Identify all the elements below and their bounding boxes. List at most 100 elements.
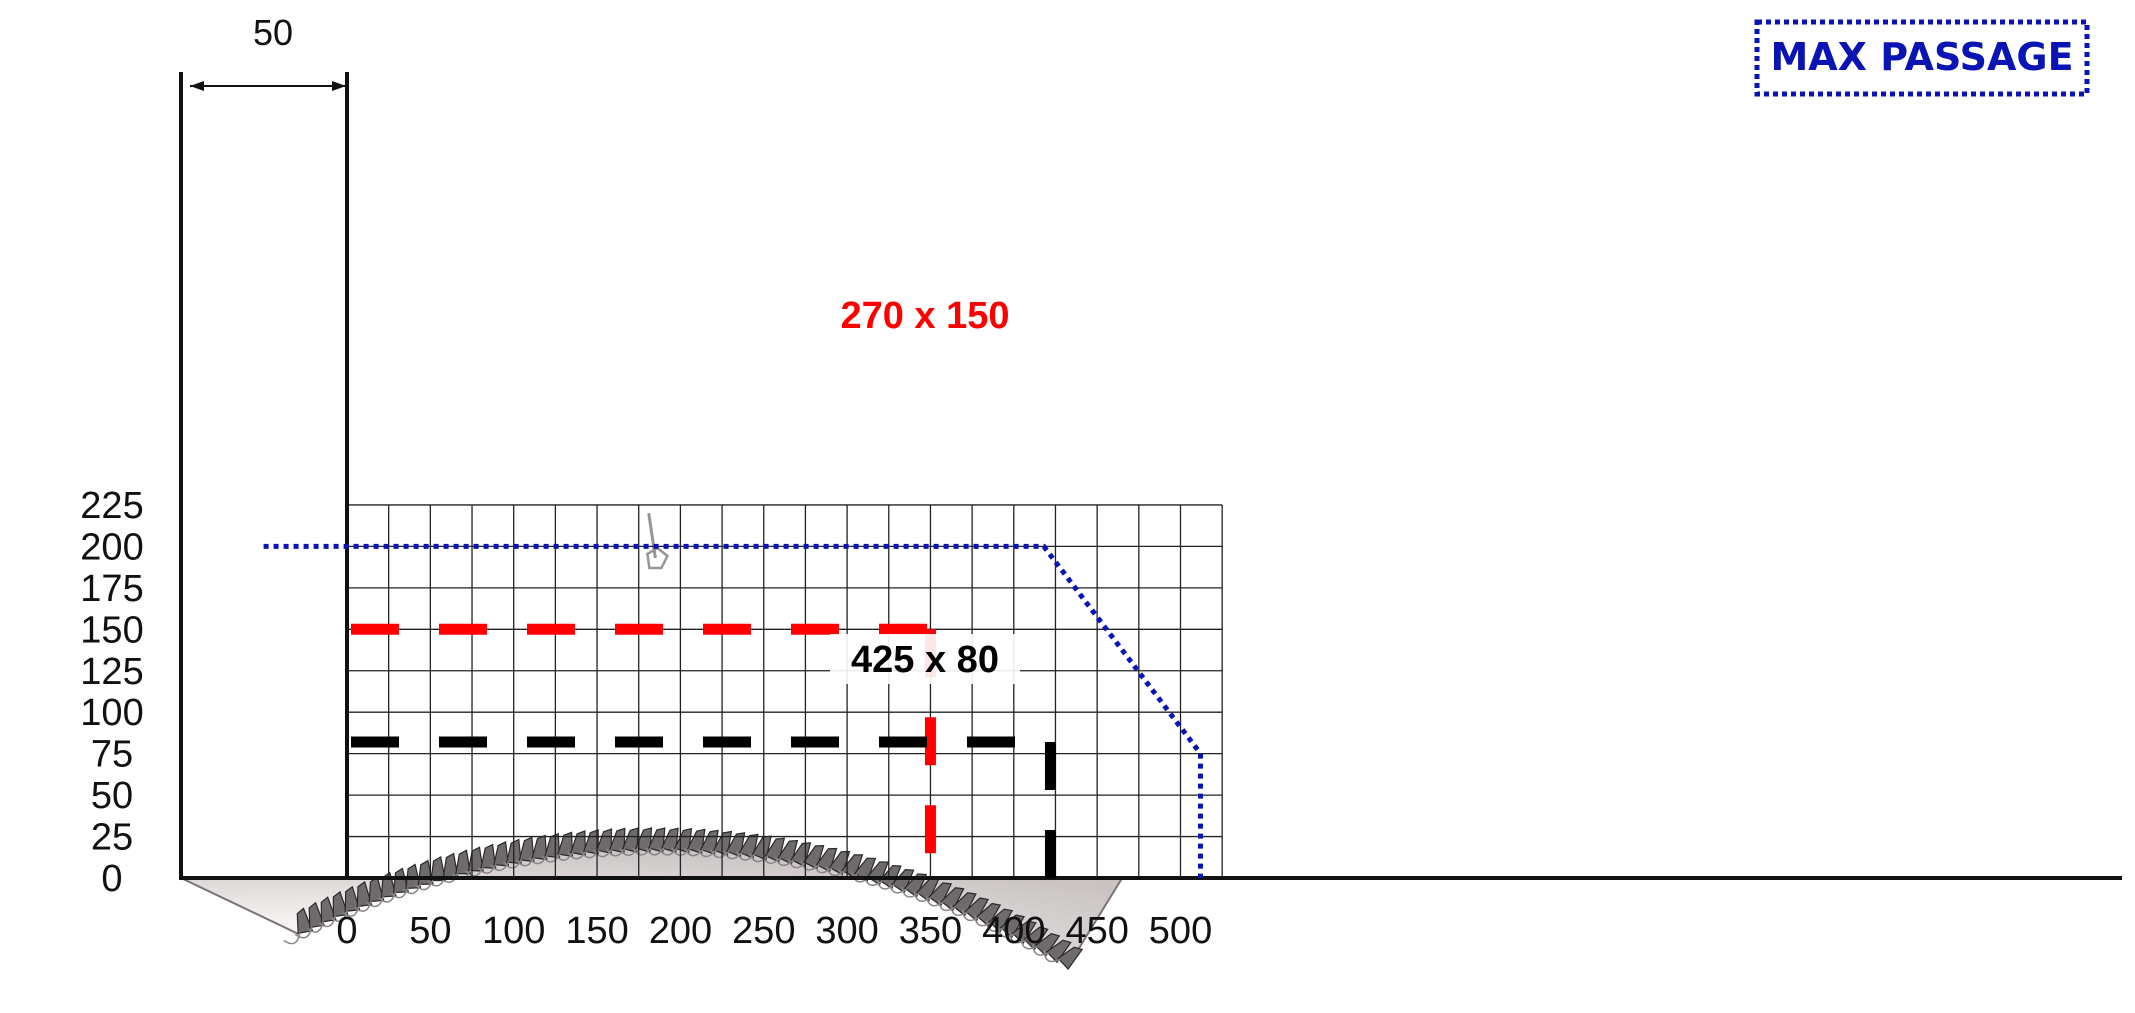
x-tick-label: 300 [815, 910, 878, 952]
saw-gullet [390, 887, 409, 899]
saw-tooth [828, 850, 851, 876]
saw-gullet [787, 858, 807, 869]
x-tick-label: 200 [649, 910, 712, 952]
saw-gullet [645, 847, 665, 856]
saw-tooth [320, 896, 337, 923]
saw-gullet [1032, 943, 1049, 956]
saw-tooth [344, 885, 361, 913]
saw-gullet [658, 847, 678, 856]
saw-gullet [341, 905, 360, 917]
saw-tooth [1023, 926, 1049, 951]
saw-tooth [430, 855, 447, 882]
y-tick-label: 50 [91, 775, 133, 817]
saw-gullet [1009, 931, 1027, 944]
saw-gullet [800, 860, 820, 871]
saw-tooth [803, 844, 825, 870]
cut-270x150: 270 x 150 [351, 290, 1020, 878]
saw-tooth [1057, 946, 1084, 970]
saw-gullet [1043, 950, 1061, 963]
saw-tooth [518, 836, 535, 863]
y-tick-label: 100 [80, 692, 143, 734]
saw-gullet [414, 879, 434, 891]
saw-tooth [891, 868, 915, 894]
y-tick-label: 175 [80, 568, 143, 610]
saw-gullet [528, 855, 548, 865]
saw-gullet [283, 932, 301, 945]
saw-tooth [557, 831, 574, 858]
y-tick-label: 200 [80, 526, 143, 568]
x-axis-ticks: 0 50 100 150 200 250 300 350 400 450 500 [336, 910, 1212, 952]
x-tick-label: 50 [409, 910, 451, 952]
saw-tooth [308, 901, 325, 929]
saw-gullet [318, 915, 336, 928]
saw-gullet [973, 915, 992, 927]
axes [179, 72, 2122, 880]
saw-gullet [306, 921, 325, 933]
cut-270x150-label: 270 x 150 [840, 295, 1009, 337]
saw-gullet [774, 856, 794, 867]
cut-425x80-label: 425 x 80 [851, 639, 999, 681]
saw-gullet [294, 926, 313, 939]
saw-gullet [925, 895, 944, 907]
max-passage-label: MAX PASSAGE [1770, 35, 2073, 79]
x-tick-label: 150 [565, 910, 628, 952]
saw-tooth [1011, 920, 1037, 945]
saw-gullet [684, 847, 704, 857]
saw-gullet [736, 851, 756, 861]
max-passage-legend: MAX PASSAGE [1754, 19, 2090, 97]
offset-dimension: 50 [190, 12, 346, 91]
saw-gullet [378, 891, 397, 903]
saw-gullet [353, 900, 372, 912]
saw-gullet [619, 847, 639, 857]
saw-tooth [964, 897, 990, 922]
saw-gullet [697, 848, 717, 858]
offset-arrow-right [332, 81, 346, 91]
max-passage-legend-box [1754, 19, 2090, 97]
y-tick-label: 150 [80, 609, 143, 651]
saw-gullet [913, 891, 932, 902]
y-tick-label: 75 [91, 734, 133, 776]
saw-gullet [901, 886, 920, 898]
saw-gullet [490, 861, 510, 872]
x-tick-label: 100 [482, 910, 545, 952]
saw-gullet [997, 925, 1015, 938]
saw-tooth [1045, 939, 1072, 964]
saw-gullet [632, 847, 652, 856]
grid [347, 504, 1223, 878]
saw-gullet [888, 882, 907, 894]
saw-tooth [952, 892, 977, 917]
x-tick-label: 0 [336, 910, 357, 952]
saw-tooth [999, 914, 1026, 939]
saw-gullet [710, 849, 730, 859]
cut-indicators: 270 x 150 425 x 80 [351, 290, 1056, 878]
cut-425x80-label-bg [830, 634, 1020, 684]
cut-425x80: 425 x 80 [351, 634, 1056, 878]
saw-gullet [723, 850, 743, 860]
max-passage-outline [263, 543, 1203, 878]
saw-tooth [480, 843, 497, 869]
x-tick-label: 400 [982, 910, 1045, 952]
saw-tooth [928, 882, 953, 907]
offset-label: 50 [253, 12, 293, 53]
saw-tooth [570, 830, 586, 856]
saw-tooth [356, 880, 373, 908]
saw-tooth [988, 908, 1014, 933]
saw-tooth [940, 887, 965, 912]
x-tick-label: 350 [899, 910, 962, 952]
saw-gullet [749, 853, 769, 863]
saw-gullet [937, 900, 956, 912]
saw-tooth [595, 828, 613, 854]
saw-tooth [493, 841, 510, 867]
saw-tooth [1034, 932, 1061, 957]
saw-gullet [477, 863, 497, 874]
saw-gullet [813, 863, 832, 874]
saw-gullet [464, 866, 484, 877]
saw-gullet [949, 904, 968, 917]
saw-gullet [985, 920, 1004, 932]
saw-gullet [365, 896, 385, 908]
saw-gullet [593, 848, 613, 858]
saw-tooth [815, 847, 838, 873]
saw-blade-teeth [283, 827, 1084, 970]
